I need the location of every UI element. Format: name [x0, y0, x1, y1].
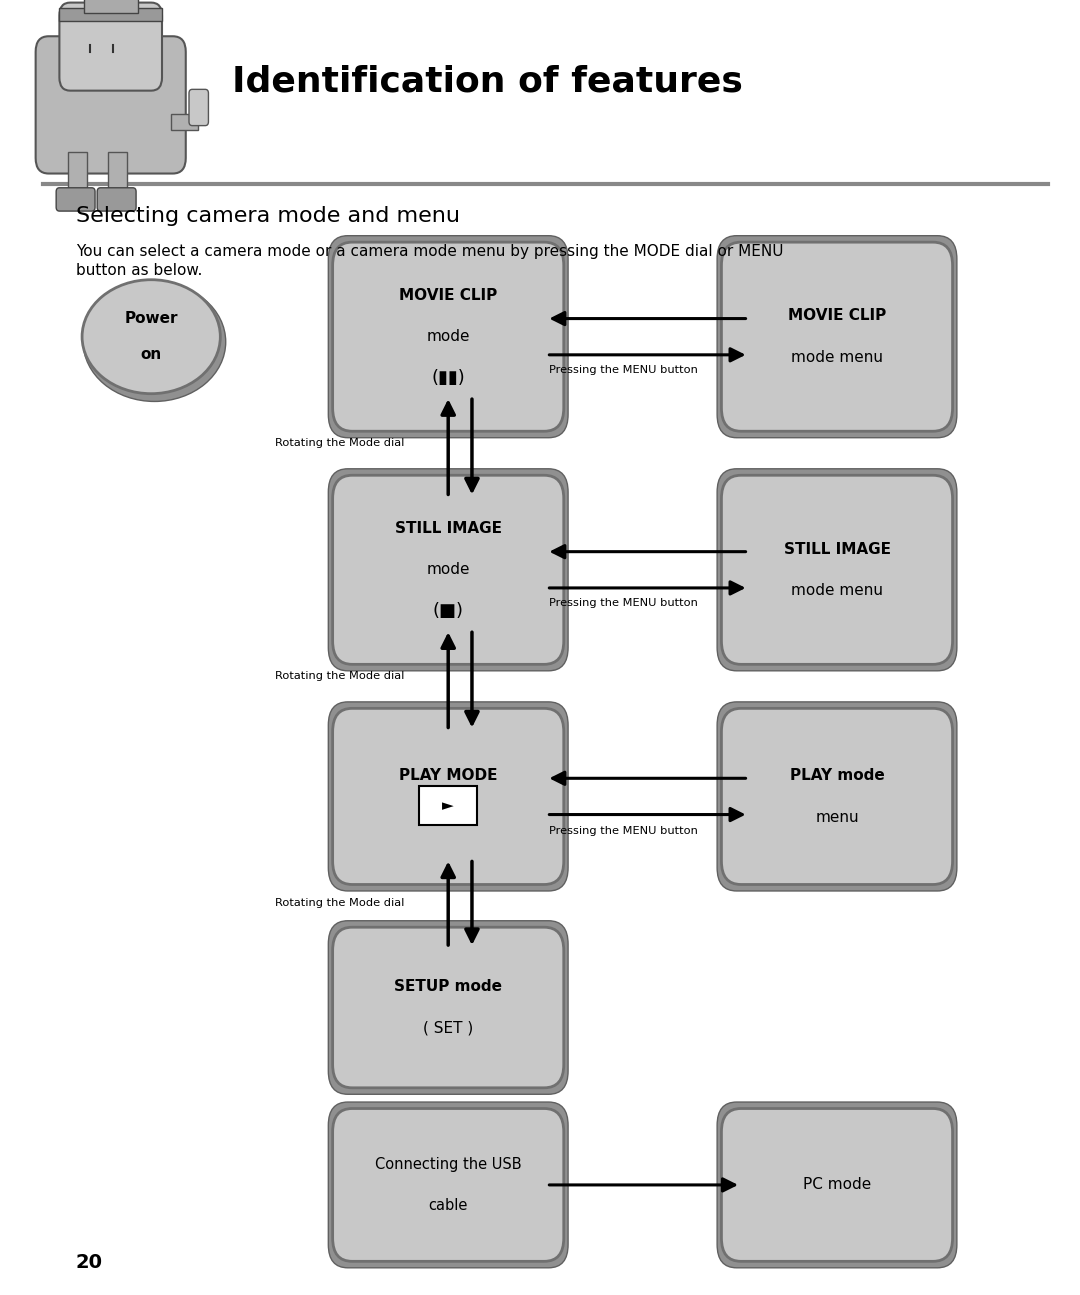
FancyBboxPatch shape: [717, 469, 957, 671]
Text: mode menu: mode menu: [791, 583, 883, 598]
Text: (▮▮): (▮▮): [431, 369, 465, 387]
FancyBboxPatch shape: [419, 786, 477, 825]
Text: ( SET ): ( SET ): [423, 1020, 473, 1036]
FancyBboxPatch shape: [721, 242, 953, 431]
Text: SETUP mode: SETUP mode: [394, 979, 502, 995]
Text: Pressing the MENU button: Pressing the MENU button: [549, 826, 698, 837]
Text: PLAY MODE: PLAY MODE: [399, 768, 498, 783]
Text: mode: mode: [427, 329, 470, 344]
FancyBboxPatch shape: [721, 708, 953, 884]
Text: button as below.: button as below.: [76, 263, 202, 278]
Text: (►): (►): [435, 808, 461, 826]
Text: on: on: [140, 347, 162, 363]
FancyBboxPatch shape: [721, 1109, 953, 1261]
Text: MOVIE CLIP: MOVIE CLIP: [788, 308, 886, 324]
Text: Pressing the MENU button: Pressing the MENU button: [549, 365, 698, 376]
FancyBboxPatch shape: [717, 236, 957, 438]
Text: Rotating the Mode dial: Rotating the Mode dial: [275, 438, 405, 448]
Text: MOVIE CLIP: MOVIE CLIP: [400, 287, 497, 303]
FancyBboxPatch shape: [721, 475, 953, 664]
Text: Rotating the Mode dial: Rotating the Mode dial: [275, 671, 405, 681]
Text: PC mode: PC mode: [802, 1177, 872, 1193]
FancyBboxPatch shape: [59, 3, 162, 91]
Text: mode: mode: [427, 562, 470, 578]
Bar: [171, 114, 198, 130]
FancyBboxPatch shape: [333, 242, 564, 431]
FancyBboxPatch shape: [333, 475, 564, 664]
Text: menu: menu: [815, 809, 859, 825]
FancyBboxPatch shape: [717, 1102, 957, 1268]
Text: cable: cable: [429, 1198, 468, 1213]
Bar: [59, 8, 162, 21]
FancyBboxPatch shape: [189, 89, 208, 126]
Bar: [108, 152, 127, 197]
Text: Power: Power: [124, 311, 178, 326]
Text: You can select a camera mode or a camera mode menu by pressing the MODE dial or : You can select a camera mode or a camera…: [76, 243, 783, 259]
FancyBboxPatch shape: [36, 36, 186, 174]
Text: Selecting camera mode and menu: Selecting camera mode and menu: [76, 206, 460, 227]
FancyBboxPatch shape: [328, 702, 568, 891]
Text: STILL IMAGE: STILL IMAGE: [783, 541, 891, 557]
FancyBboxPatch shape: [328, 921, 568, 1094]
FancyBboxPatch shape: [333, 1109, 564, 1261]
Bar: [84, 0, 138, 13]
Text: mode menu: mode menu: [791, 350, 883, 365]
Text: Pressing the MENU button: Pressing the MENU button: [549, 598, 698, 609]
FancyBboxPatch shape: [328, 236, 568, 438]
Ellipse shape: [83, 282, 226, 401]
Text: Connecting the USB: Connecting the USB: [375, 1156, 522, 1172]
FancyBboxPatch shape: [97, 188, 136, 211]
Text: Identification of features: Identification of features: [232, 65, 743, 98]
FancyBboxPatch shape: [717, 702, 957, 891]
Text: PLAY mode: PLAY mode: [789, 768, 885, 783]
FancyBboxPatch shape: [56, 188, 95, 211]
FancyBboxPatch shape: [328, 1102, 568, 1268]
FancyBboxPatch shape: [328, 469, 568, 671]
FancyBboxPatch shape: [333, 927, 564, 1088]
FancyBboxPatch shape: [333, 708, 564, 884]
Text: Rotating the Mode dial: Rotating the Mode dial: [275, 897, 405, 908]
Text: STILL IMAGE: STILL IMAGE: [394, 521, 502, 536]
Text: ►: ►: [443, 798, 454, 813]
Text: (■): (■): [433, 602, 463, 620]
Bar: [68, 152, 87, 197]
Ellipse shape: [82, 280, 220, 394]
Text: 20: 20: [76, 1254, 103, 1272]
